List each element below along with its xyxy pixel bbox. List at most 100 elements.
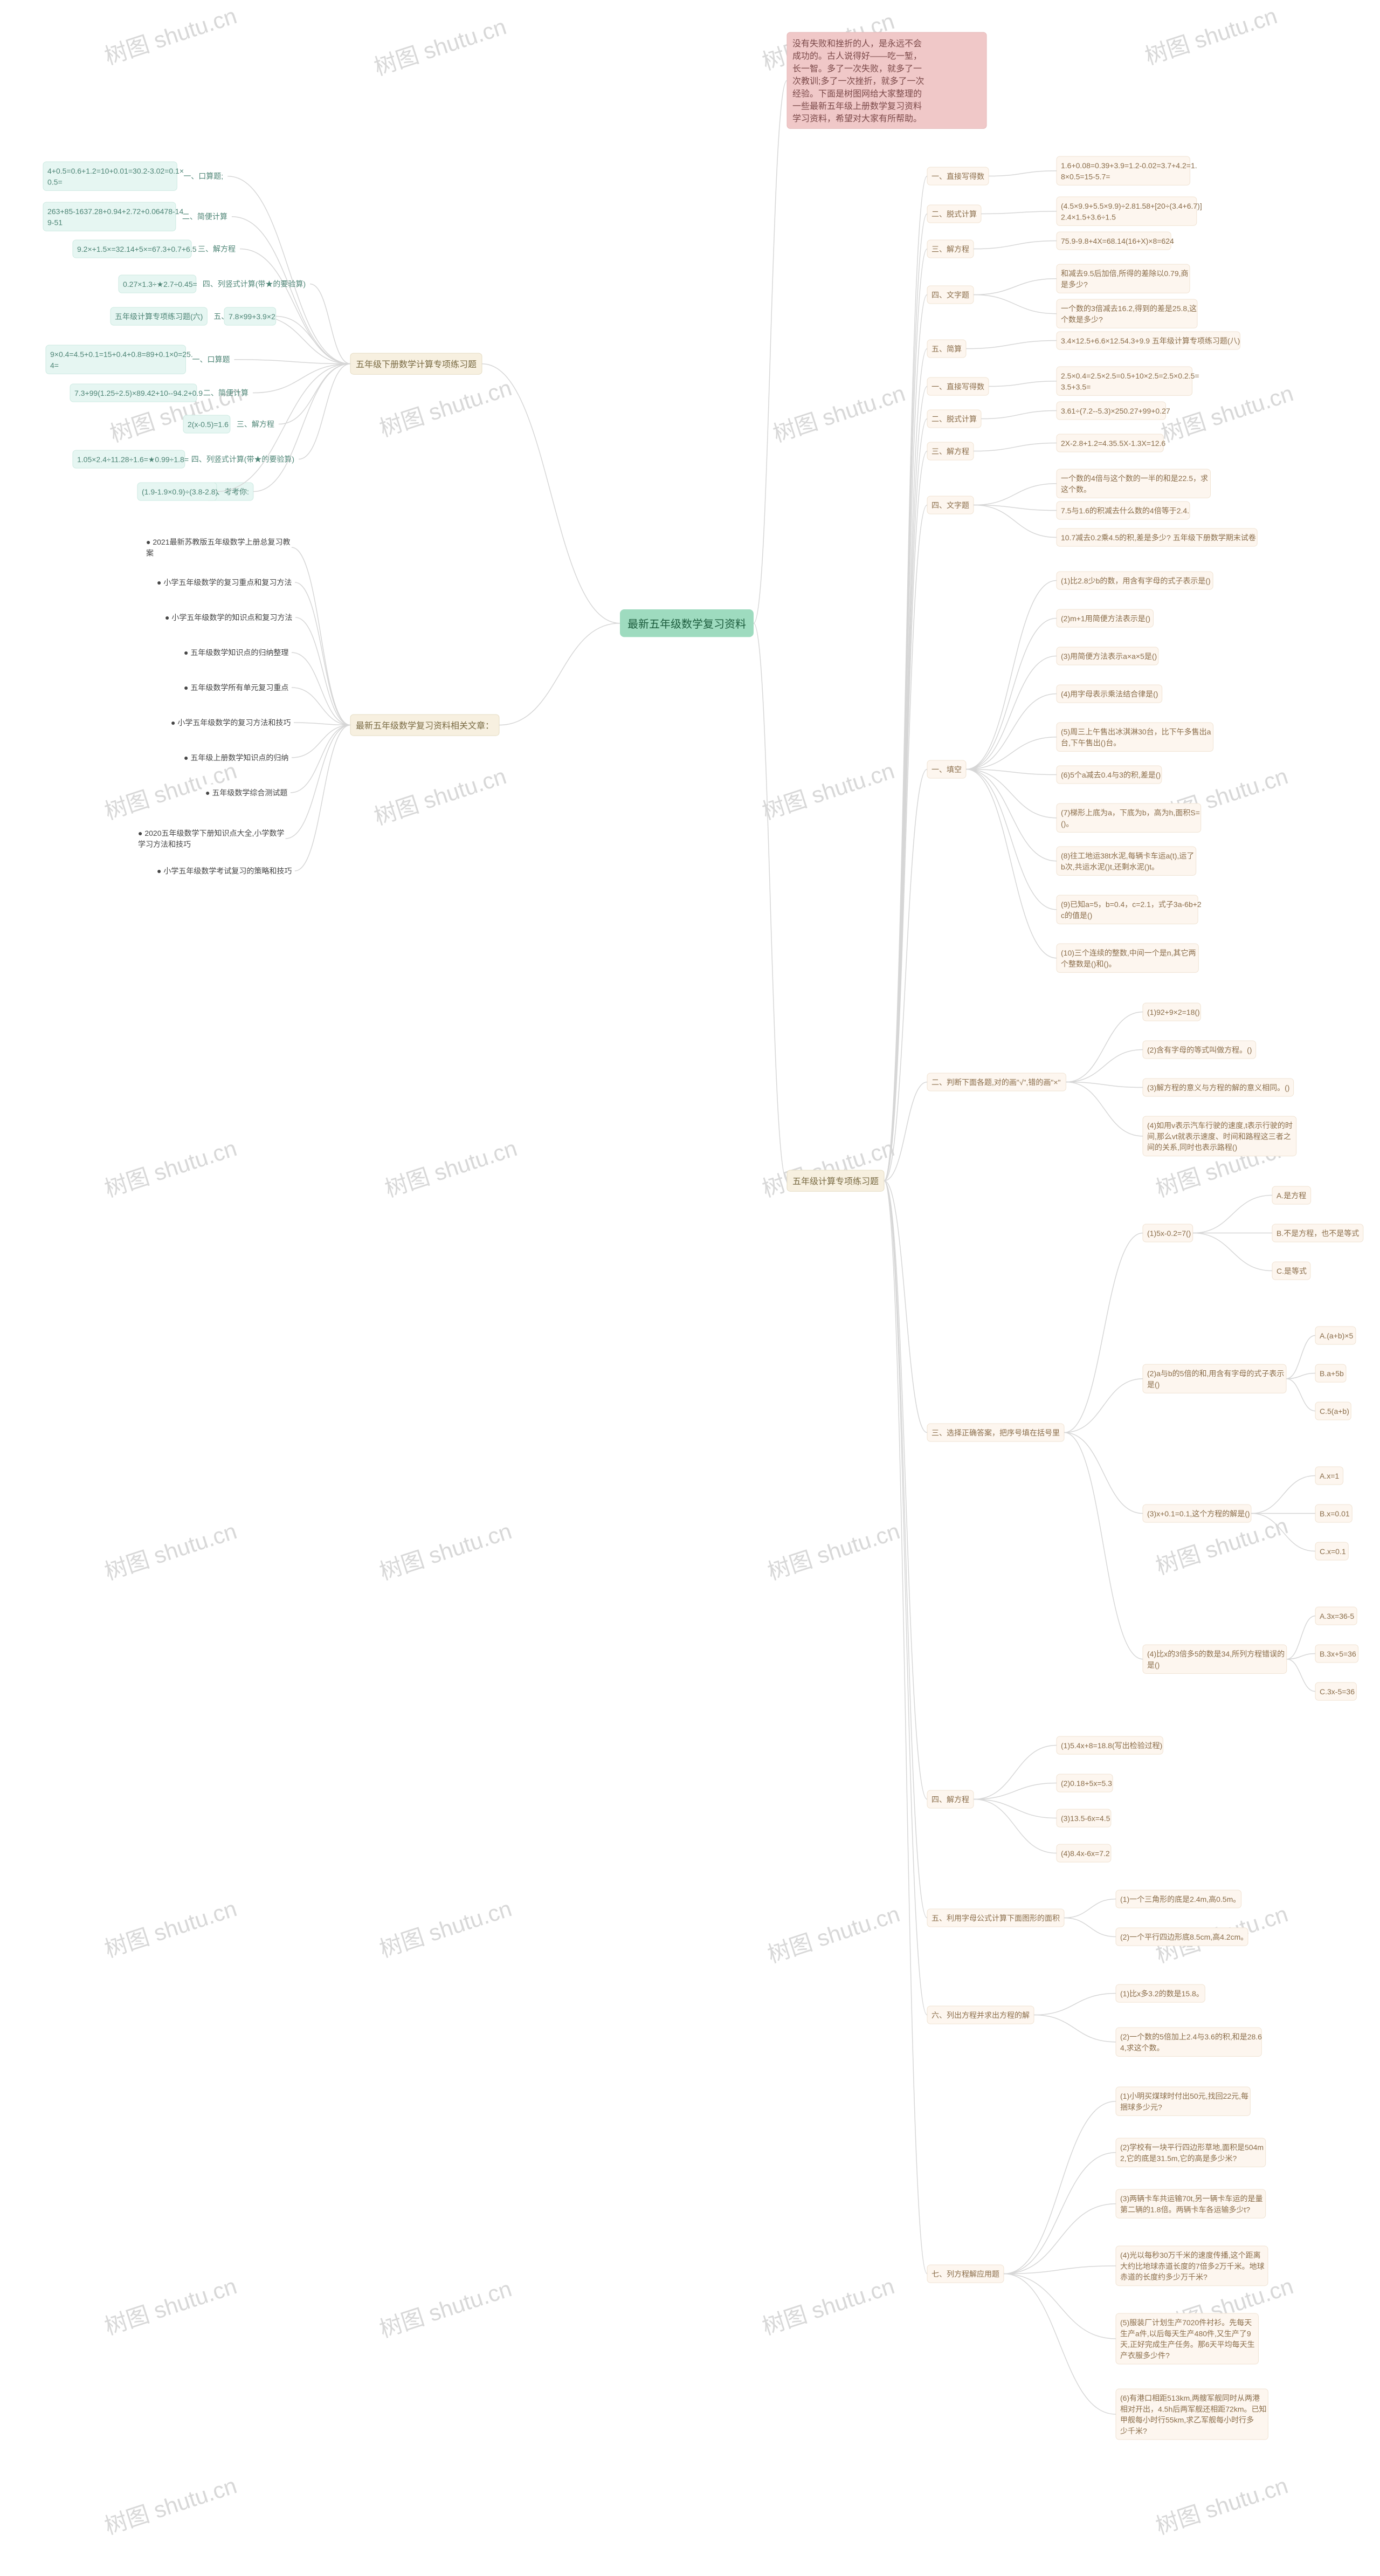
- mindmap-edge: [884, 295, 927, 1181]
- mindmap-node: 和减去9.5后加倍,所得的差除以0.79,商是多少?: [1057, 264, 1190, 293]
- mindmap-node: A.3x=36-5: [1315, 1607, 1357, 1625]
- mindmap-node: 一、填空: [927, 760, 966, 778]
- svg-text:赤道的长度约多少万千米?: 赤道的长度约多少万千米?: [1120, 2273, 1208, 2282]
- svg-text:捆球多少元?: 捆球多少元?: [1120, 2103, 1162, 2111]
- svg-text:2.4×1.5+3.6÷1.5: 2.4×1.5+3.6÷1.5: [1061, 212, 1116, 221]
- mindmap-node: (4)比x的3倍多5的数是34,所列方程错误的是(): [1143, 1645, 1287, 1673]
- mindmap-node: (4)用字母表示乘法结合律是(): [1057, 685, 1162, 703]
- mindmap-edge: [966, 770, 1057, 958]
- mindmap-edge: [1004, 2101, 1116, 2274]
- mindmap-node: 一、直接写得数: [927, 167, 989, 185]
- mindmap-node: B.a+5b: [1315, 1364, 1346, 1382]
- svg-text:B.3x+5=36: B.3x+5=36: [1320, 1650, 1356, 1658]
- svg-text:五年级计算专项练习题(六): 五年级计算专项练习题(六): [115, 312, 203, 321]
- svg-text:A.x=1: A.x=1: [1320, 1472, 1339, 1480]
- svg-text:树图 shutu.cn: 树图 shutu.cn: [759, 2273, 898, 2339]
- svg-text:间,那么vt就表示速度、时间和路程这三者之: 间,那么vt就表示速度、时间和路程这三者之: [1147, 1132, 1291, 1141]
- svg-text:1.05×2.4÷11.28÷1.6=★0.99÷1.8=: 1.05×2.4÷11.28÷1.6=★0.99÷1.8=: [77, 455, 189, 464]
- svg-text:9-51: 9-51: [47, 218, 63, 226]
- mindmap-node: (7)梯形上底为a，下底为b，高为h,面积S=()。: [1057, 803, 1201, 832]
- svg-text:间的关系,同时也表示路程(): 间的关系,同时也表示路程(): [1147, 1143, 1237, 1152]
- mindmap-edge: [292, 725, 350, 758]
- svg-text:2.5×0.4=2.5×2.5=0.5+10×2.5=2.5: 2.5×0.4=2.5×2.5=0.5+10×2.5=2.5×0.2.5=: [1061, 372, 1199, 380]
- root-node: 最新五年级数学复习资料: [627, 618, 746, 630]
- mindmap-node: ● 五年级数学所有单元复习重点: [181, 679, 292, 696]
- svg-text:(3)用简便方法表示a×a×5是(): (3)用简便方法表示a×a×5是(): [1061, 652, 1157, 661]
- svg-text:一、填空: 一、填空: [932, 765, 962, 774]
- svg-text:没有失败和挫折的人，是永远不会: 没有失败和挫折的人，是永远不会: [792, 39, 922, 49]
- svg-text:二、脱式计算: 二、脱式计算: [932, 415, 977, 423]
- svg-text:7.5与1.6的积减去什么数的4倍等于2.4.: 7.5与1.6的积减去什么数的4倍等于2.4.: [1061, 506, 1189, 515]
- svg-text:4=: 4=: [50, 361, 59, 369]
- mindmap-node: B.3x+5=36: [1315, 1645, 1358, 1663]
- mindmap-node: (1)一个三角形的底是2.4m,高0.5m。: [1116, 1890, 1241, 1908]
- mindmap-edge: [1004, 2274, 1116, 2414]
- svg-text:一、口算题: 一、口算题: [192, 355, 230, 364]
- svg-text:4,求这个数。: 4,求这个数。: [1120, 2043, 1164, 2052]
- mindmap-node: 三、解方程: [927, 240, 974, 258]
- mindmap-node: (1)5x-0.2=7(): [1143, 1224, 1193, 1242]
- mindmap-edge: [974, 1799, 1057, 1818]
- mindmap-edge: [291, 725, 350, 793]
- mindmap-node: B.不是方程，也不是等式: [1272, 1224, 1363, 1242]
- mindmap-edge: [279, 364, 350, 424]
- svg-text:个数是多少?: 个数是多少?: [1061, 315, 1103, 324]
- svg-text:(3)解方程的意义与方程的解的意义相同。(): (3)解方程的意义与方程的解的意义相同。(): [1147, 1083, 1289, 1092]
- svg-text:最新五年级数学复习资料相关文章：: 最新五年级数学复习资料相关文章：: [356, 721, 494, 731]
- svg-text:(4)光以每秒30万千米的速度传播,这个距离: (4)光以每秒30万千米的速度传播,这个距离: [1120, 2251, 1261, 2259]
- svg-text:(4)比x的3倍多5的数是34,所列方程错误的: (4)比x的3倍多5的数是34,所列方程错误的: [1147, 1650, 1285, 1658]
- mindmap-node: (2)a与b的5倍的和,用含有字母的式子表示是(): [1143, 1364, 1286, 1393]
- mindmap-node: (1)5.4x+8=18.8(写出检验过程): [1057, 1736, 1163, 1754]
- svg-text:学习方法和技巧: 学习方法和技巧: [138, 840, 191, 848]
- svg-text:树图 shutu.cn: 树图 shutu.cn: [371, 13, 509, 80]
- mindmap-node: ● 小学五年级数学的复习重点和复习方法: [154, 574, 295, 590]
- mindmap-node: (3)两辆卡车共运输70t,另一辆卡车运的是量第二辆的1.8倍。两辆卡车各运输多…: [1116, 2189, 1266, 2218]
- svg-text:(3)13.5-6x=4.5: (3)13.5-6x=4.5: [1061, 1814, 1110, 1823]
- mindmap-node: ● 小学五年级数学的复习方法和技巧: [168, 715, 294, 731]
- svg-text:五年级下册数学计算专项练习题: 五年级下册数学计算专项练习题: [356, 359, 477, 369]
- mindmap-node: 9.2×+1.5×=32.14+5×=67.3+0.7+6.5三、解方程: [73, 240, 236, 258]
- mindmap-node: ● 2020五年级数学下册知识点大全,小学数学学习方法和技巧: [135, 825, 285, 852]
- mindmap-edge: [1066, 1050, 1143, 1082]
- mindmap-edge: [1251, 1476, 1315, 1514]
- svg-text:7.3+99(1.25÷2.5)×89.42+10--94.: 7.3+99(1.25÷2.5)×89.42+10--94.2+0.9: [74, 389, 203, 397]
- mindmap-node: 7.5与1.6的积减去什么数的4倍等于2.4.: [1057, 502, 1190, 519]
- mindmap-node: (3)解方程的意义与方程的解的意义相同。(): [1143, 1079, 1294, 1096]
- svg-text:二、简便计算: 二、简便计算: [182, 212, 227, 221]
- mindmap-node: 二、脱式计算: [927, 205, 981, 223]
- svg-text:4+0.5=0.6+1.2=10+0.01=30.2-3.0: 4+0.5=0.6+1.2=10+0.01=30.2-3.02=0.1×: [47, 167, 184, 175]
- svg-text:(5)周三上午售出冰淇淋30台，比下午多售出a: (5)周三上午售出冰淇淋30台，比下午多售出a: [1061, 727, 1211, 736]
- svg-text:(10)三个连续的整数,中间一个是n,其它两: (10)三个连续的整数,中间一个是n,其它两: [1061, 949, 1196, 957]
- svg-text:树图 shutu.cn: 树图 shutu.cn: [1153, 1513, 1291, 1579]
- mindmap-edge: [232, 217, 350, 364]
- svg-text:(8)往工地运38t水泥,每辆卡车运a(t),运了: (8)往工地运38t水泥,每辆卡车运a(t),运了: [1061, 851, 1194, 860]
- svg-text:是(): 是(): [1147, 1380, 1160, 1389]
- mindmap-edge: [240, 249, 350, 364]
- svg-text:五、简算: 五、简算: [932, 345, 962, 353]
- svg-text:树图 shutu.cn: 树图 shutu.cn: [376, 1895, 515, 1962]
- mindmap-edge: [1193, 1196, 1272, 1233]
- mindmap-node: (8)往工地运38t水泥,每辆卡车运a(t),运了b次,共运水泥()t,还剩水泥…: [1057, 847, 1196, 875]
- svg-text:长一智。多了一次失败，就多了一: 长一智。多了一次失败，就多了一: [792, 64, 922, 73]
- mindmap-node: (4)如用v表示汽车行驶的速度,t表示行驶的时间,那么vt就表示速度、时间和路程…: [1143, 1116, 1296, 1156]
- svg-text:树图 shutu.cn: 树图 shutu.cn: [382, 1135, 520, 1201]
- mindmap-node: ● 2021最新苏教版五年级数学上册总复习教案: [143, 534, 292, 561]
- mindmap-node: (3)用简便方法表示a×a×5是(): [1057, 647, 1158, 665]
- svg-text:C.5(a+b): C.5(a+b): [1320, 1407, 1349, 1416]
- mindmap-node: ● 五年级上册数学知识点的归纳: [181, 750, 292, 766]
- mindmap-node: A.x=1: [1315, 1467, 1343, 1485]
- mindmap-node: (2)一个平行四边形底8.5cm,高4.2cm。: [1116, 1928, 1248, 1946]
- mindmap-node: 75.9-9.8+4X=68.14(16+X)×8=624: [1057, 232, 1174, 250]
- svg-text:二、判断下面各题,对的画"√",错的画"×": 二、判断下面各题,对的画"√",错的画"×": [932, 1078, 1061, 1087]
- mindmap-edge: [989, 171, 1057, 176]
- mindmap-node: C.是等式: [1272, 1262, 1310, 1280]
- svg-text:75.9-9.8+4X=68.14(16+X)×8=624: 75.9-9.8+4X=68.14(16+X)×8=624: [1061, 237, 1174, 245]
- mindmap-edge: [974, 241, 1057, 249]
- mindmap-edge: [966, 770, 1057, 861]
- svg-text:台,下午售出()台。: 台,下午售出()台。: [1061, 738, 1121, 747]
- svg-text:1.6+0.08=0.39+3.9=1.2-0.02=3.7: 1.6+0.08=0.39+3.9=1.2-0.02=3.7+4.2=1.: [1061, 161, 1197, 170]
- mindmap-node: 263+85-1637.28+0.94+2.72+0.06478-149-51二…: [43, 202, 227, 231]
- mindmap-node: 3.4×12.5+6.6×12.54.3+9.9 五年级计算专项练习题(八): [1057, 332, 1240, 349]
- svg-text:(1)92+9×2=18(): (1)92+9×2=18(): [1147, 1008, 1200, 1016]
- svg-text:3.5+3.5=: 3.5+3.5=: [1061, 382, 1091, 391]
